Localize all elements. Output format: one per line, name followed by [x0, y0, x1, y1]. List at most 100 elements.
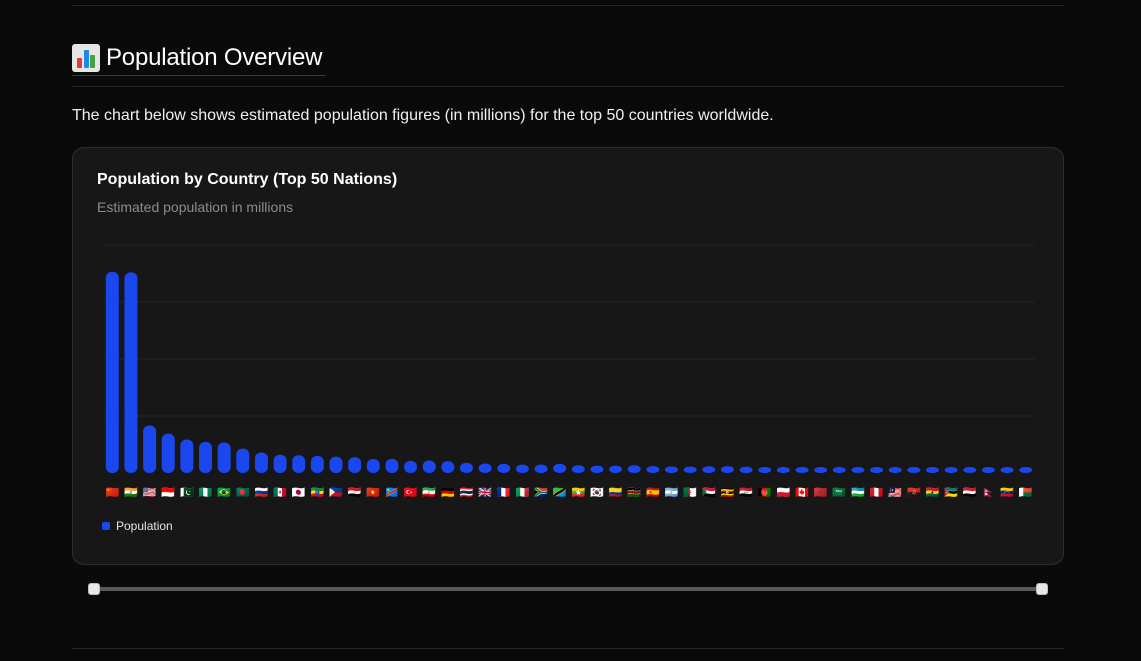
bar-chart: 🇨🇳 🇮🇳 🇺🇸 🇮🇩 🇵🇰 🇳🇬 🇧🇷 🇧🇩 🇷🇺 🇲🇽 🇯🇵 🇪🇹 🇵🇭 🇪🇬 🇻🇳 🇨🇩 🇹🇷 🇮🇷 🇩🇪 🇹🇭… — [103, 244, 1035, 499]
bar[interactable] — [422, 460, 436, 473]
bar[interactable] — [888, 467, 902, 473]
bar[interactable] — [404, 460, 418, 473]
bar[interactable] — [124, 272, 138, 473]
bar[interactable] — [236, 448, 250, 473]
bar[interactable] — [963, 467, 977, 473]
x-tick-label: 🇾🇪 — [963, 486, 977, 499]
bar[interactable] — [534, 464, 548, 473]
x-tick-label: 🇺🇿 — [851, 486, 865, 499]
range-slider[interactable] — [88, 582, 1048, 596]
bar[interactable] — [907, 467, 921, 473]
x-tick-label: 🇬🇧 — [478, 486, 492, 499]
bar[interactable] — [981, 467, 995, 473]
bar[interactable] — [478, 463, 492, 473]
bar[interactable] — [851, 467, 865, 473]
x-tick-label: 🇵🇱 — [777, 486, 791, 499]
bar[interactable] — [180, 439, 194, 473]
x-tick-label: 🇸🇦 — [832, 486, 846, 499]
x-tick-label: 🇻🇳 — [366, 486, 380, 499]
bar[interactable] — [739, 466, 753, 473]
slider-handle-end[interactable] — [1036, 583, 1048, 595]
x-tick-label: 🇮🇩 — [161, 486, 175, 499]
bar[interactable] — [254, 452, 268, 473]
x-tick-label: 🇪🇬 — [348, 486, 362, 499]
x-tick-label: 🇦🇫 — [758, 486, 772, 499]
x-tick-label: 🇮🇷 — [422, 486, 436, 499]
chart-card: Population by Country (Top 50 Nations) E… — [72, 147, 1064, 565]
bar[interactable] — [441, 461, 455, 473]
x-tick-label: 🇮🇹 — [516, 486, 530, 499]
x-tick-label: 🇲🇦 — [814, 486, 828, 499]
bar[interactable] — [720, 466, 734, 473]
bar[interactable] — [348, 457, 362, 473]
section-title-text: Population Overview — [106, 44, 323, 71]
bar[interactable] — [870, 467, 884, 473]
bar[interactable] — [366, 459, 380, 473]
x-tick-label: 🇹🇿 — [553, 486, 567, 499]
bar[interactable] — [944, 467, 958, 473]
bottom-divider — [72, 648, 1064, 649]
x-tick-label: 🇰🇪 — [627, 486, 641, 499]
bar[interactable] — [217, 442, 231, 473]
bar[interactable] — [590, 465, 604, 473]
bar[interactable] — [683, 466, 697, 473]
bar[interactable] — [329, 456, 343, 473]
x-tick-label: 🇩🇿 — [683, 486, 697, 499]
bar[interactable] — [814, 467, 828, 473]
bar[interactable] — [459, 462, 473, 473]
bar[interactable] — [105, 271, 119, 473]
bar[interactable] — [515, 464, 529, 473]
x-tick-label: 🇳🇬 — [199, 486, 213, 499]
bar[interactable] — [497, 463, 511, 473]
bar[interactable] — [1019, 467, 1033, 473]
x-tick-label: 🇬🇭 — [926, 486, 940, 499]
section-heading: Population Overview — [72, 44, 323, 72]
x-tick-label: 🇲🇿 — [944, 486, 958, 499]
legend-label: Population — [116, 519, 173, 533]
bar[interactable] — [1000, 467, 1014, 473]
bar[interactable] — [702, 466, 716, 473]
bar[interactable] — [161, 433, 175, 473]
x-tick-label: 🇷🇺 — [255, 486, 269, 499]
x-tick-label: 🇲🇾 — [888, 486, 902, 499]
x-tick-label: 🇲🇲 — [571, 486, 585, 499]
bar[interactable] — [571, 465, 585, 473]
bar[interactable] — [832, 467, 846, 473]
section-divider — [72, 86, 1064, 87]
x-tick-label: 🇮🇶 — [739, 486, 753, 499]
bar[interactable] — [665, 466, 679, 473]
x-tick-label: 🇦🇷 — [665, 486, 679, 499]
chart-title: Population by Country (Top 50 Nations) — [97, 171, 398, 188]
bar[interactable] — [553, 463, 567, 473]
x-tick-label: 🇨🇴 — [609, 486, 623, 499]
top-divider — [72, 5, 1064, 6]
x-tick-label: 🇪🇹 — [311, 486, 325, 499]
bar[interactable] — [143, 425, 157, 473]
bar[interactable] — [310, 455, 324, 473]
bar[interactable] — [292, 455, 306, 473]
bar[interactable] — [646, 466, 660, 473]
x-tick-label: 🇪🇸 — [646, 486, 660, 499]
x-tick-label: 🇺🇬 — [721, 486, 735, 499]
chart-legend[interactable]: Population — [102, 519, 173, 533]
bar[interactable] — [385, 458, 399, 473]
title-underline — [72, 75, 326, 76]
legend-swatch — [102, 522, 110, 530]
bar[interactable] — [925, 467, 939, 473]
slider-handle-start[interactable] — [88, 583, 100, 595]
bar[interactable] — [273, 454, 287, 473]
x-tick-label: 🇻🇪 — [1000, 486, 1014, 499]
bar[interactable] — [758, 467, 772, 473]
slider-track[interactable] — [96, 587, 1040, 591]
bar[interactable] — [795, 467, 809, 473]
x-tick-label: 🇦🇴 — [907, 486, 921, 499]
x-tick-label: 🇰🇷 — [590, 486, 604, 499]
bar[interactable] — [199, 441, 213, 473]
x-tick-label: 🇫🇷 — [497, 486, 511, 499]
x-tick-label: 🇹🇭 — [460, 486, 474, 499]
bar[interactable] — [627, 465, 641, 473]
bar[interactable] — [776, 467, 790, 473]
bar[interactable] — [609, 465, 623, 473]
x-tick-label: 🇳🇵 — [982, 486, 996, 499]
